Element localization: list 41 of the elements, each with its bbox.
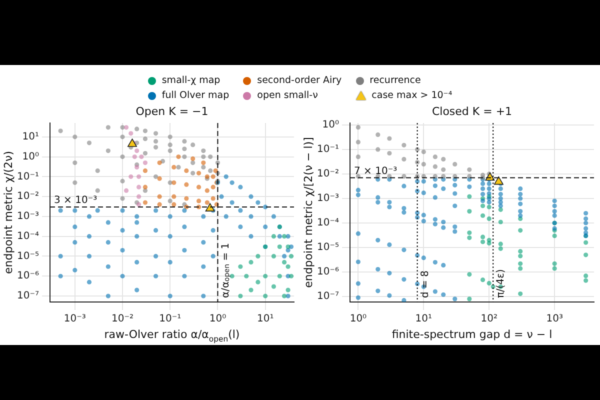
- y-tick-label: 10⁻⁴: [16, 230, 40, 242]
- y-axis-title: endpoint metric χ/(2ν): [2, 151, 15, 274]
- x-tick-label: 10⁰: [209, 314, 226, 325]
- chart-title: Closed K = +1: [432, 105, 512, 118]
- y-tick-label: 10⁻²: [16, 191, 40, 202]
- y-tick-label: 10⁰: [322, 120, 340, 131]
- y-tick-label: 10⁻³: [316, 193, 340, 204]
- ref-line-label: 7 × 10⁻³: [354, 166, 398, 177]
- y-tick-label: 10⁻⁶: [316, 266, 340, 278]
- y-tick-label: 10⁻¹: [16, 171, 40, 182]
- legend-label: recurrence: [370, 75, 421, 86]
- legend-label: small-χ map: [162, 75, 220, 86]
- y-tick-label: 10⁻²: [316, 168, 340, 180]
- x-tick-label: 10¹: [415, 314, 432, 325]
- y-axis-title: endpoint metric χ/[2(ν − l)]: [302, 137, 315, 288]
- y-tick-label: 10⁻⁶: [16, 270, 40, 282]
- x-tick-label: 10⁻¹: [159, 314, 182, 325]
- x-tick-label: 10¹: [256, 314, 274, 325]
- y-tick-label: 10⁻⁵: [316, 242, 340, 254]
- chart-title: Open K = −1: [136, 105, 208, 118]
- y-tick-label: 10⁻⁵: [16, 250, 40, 262]
- x-tick-label: 10³: [546, 314, 563, 325]
- legend-label: case max > 10⁻⁴: [372, 90, 452, 101]
- legend-label: second-order Airy: [257, 75, 342, 86]
- y-tick-label: 10⁻¹: [316, 144, 340, 156]
- x-tick-label: 10²: [480, 314, 498, 325]
- ref-line-label: π/(4ε): [496, 268, 507, 298]
- y-tick-label: 10¹: [22, 131, 40, 142]
- x-tick-label: 10⁻³: [64, 314, 86, 325]
- legend-label: open small-ν: [257, 90, 318, 101]
- ref-line-label: d = 8: [420, 270, 431, 298]
- x-axis-title: finite-spectrum gap d = ν − l: [392, 328, 552, 341]
- x-tick-label: 10⁻²: [112, 314, 134, 325]
- y-tick-label: 10⁻⁷: [316, 291, 340, 302]
- legend-label: full Olver map: [162, 90, 230, 101]
- y-tick-label: 10⁰: [22, 151, 40, 162]
- ref-line-label: 3 × 10⁻³: [54, 194, 98, 206]
- y-tick-label: 10⁻⁴: [316, 218, 340, 229]
- x-tick-label: 10⁰: [350, 314, 367, 325]
- y-tick-label: 10⁻³: [16, 211, 40, 222]
- y-tick-label: 10⁻⁷: [16, 290, 40, 302]
